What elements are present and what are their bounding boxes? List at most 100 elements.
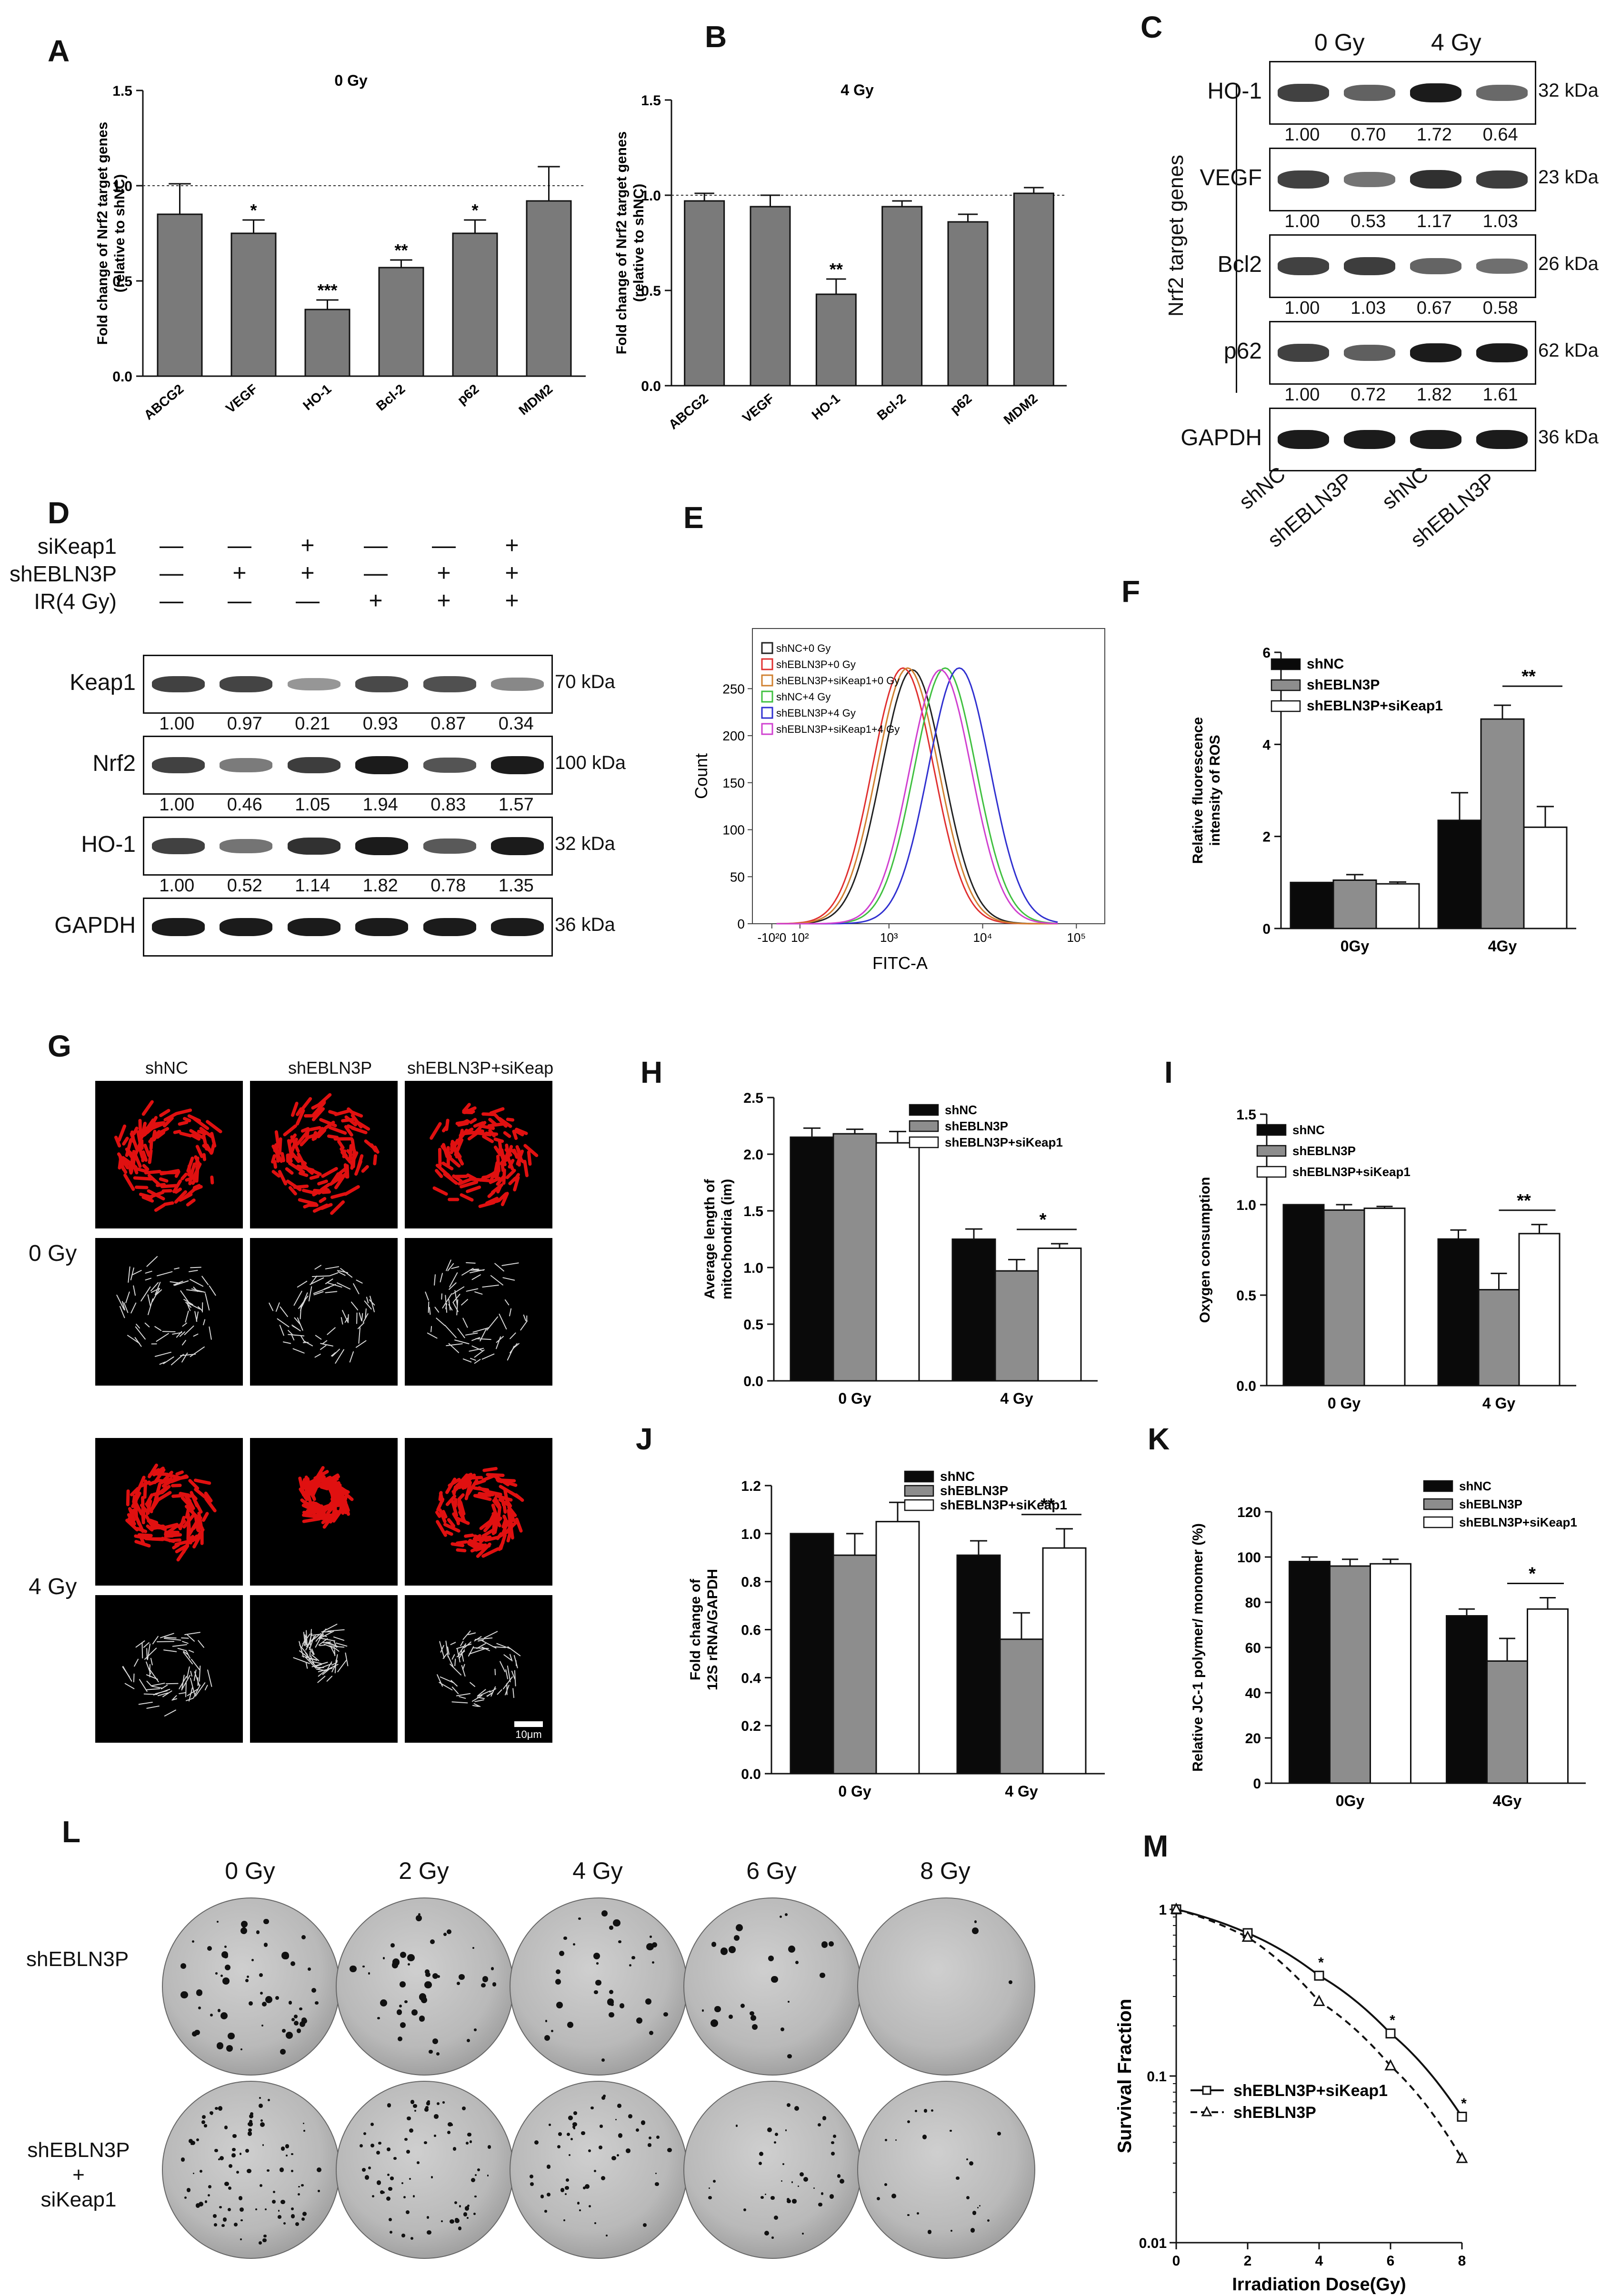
y-tick-label: 0 <box>1253 1776 1261 1792</box>
legend-label: shEBLN3P+siKeap1 <box>1292 1165 1411 1179</box>
micro-image-r2-c0 <box>95 1438 243 1586</box>
colony <box>821 2192 824 2195</box>
colony <box>378 2141 381 2145</box>
legend-label: shEBLN3P+siKeap1 <box>940 1497 1067 1512</box>
mitochondria-stain <box>155 1478 164 1483</box>
micro-svg <box>293 1624 349 1683</box>
blot-d-quant-value: 0.46 <box>227 795 262 815</box>
colony <box>279 2167 284 2172</box>
significance-mark: ** <box>1521 667 1536 687</box>
mitochondria-stain <box>174 1539 191 1547</box>
blot-d-condition-sign: — <box>432 532 456 559</box>
colony <box>593 1952 600 1960</box>
mitochondria-stain <box>189 1535 195 1545</box>
y-tick-label: 250 <box>722 681 745 696</box>
colony <box>424 2107 429 2112</box>
colony <box>387 2173 390 2176</box>
mitochondria-stain <box>321 1167 338 1178</box>
mitochondria-skeleton <box>473 1647 489 1649</box>
mitochondria-stain <box>332 1502 338 1514</box>
mitochondria-stain <box>318 1513 333 1517</box>
x-tick-label: 4 <box>1315 2253 1323 2269</box>
bar-shEBLN3P-0Gy <box>1329 1565 1371 1784</box>
y-tick-label: 50 <box>730 869 745 884</box>
mitochondria-stain <box>312 1188 328 1193</box>
colony <box>987 2219 990 2222</box>
y-tick-label: 0 <box>737 917 745 931</box>
mitochondria-skeleton <box>183 1651 188 1655</box>
legend-label: shEBLN3P+0 Gy <box>776 659 856 670</box>
panel-letter-m: M <box>1143 1829 1169 1863</box>
blot-d-band <box>423 676 476 692</box>
micro-svg <box>425 1259 528 1364</box>
colony <box>650 1936 652 1938</box>
bar-shNC-0 Gy <box>1282 1204 1325 1387</box>
colony <box>966 2158 968 2161</box>
mitochondria-skeleton <box>366 1297 369 1304</box>
mitochondria-stain <box>505 1168 516 1179</box>
panel-l-row-label-1-line-1: + <box>72 2163 85 2186</box>
mitochondria-skeleton <box>319 1631 334 1639</box>
mitochondria-stain <box>190 1493 198 1501</box>
mitochondria-skeleton <box>196 1311 199 1322</box>
colony <box>820 1972 825 1978</box>
x-tick-label: ABCG2 <box>141 381 186 423</box>
colony <box>751 2024 758 2030</box>
chart-title: 4 Gy <box>841 81 874 99</box>
mitochondria-skeleton <box>327 1327 336 1335</box>
colony <box>302 2211 307 2216</box>
mitochondria-skeleton <box>326 1641 339 1647</box>
mitochondria-skeleton <box>123 1302 129 1313</box>
blot-c-kda-label: 36 kDa <box>1538 427 1599 448</box>
mitochondria-stain <box>517 1148 522 1160</box>
blot-c-kda-label: 26 kDa <box>1538 253 1599 274</box>
colony <box>788 1945 796 1953</box>
mitochondria-stain <box>373 1145 380 1154</box>
blot-c-quant-value: 1.17 <box>1416 211 1452 231</box>
blot-d-band <box>287 838 340 855</box>
bar-shEBLN3P+siKeap1-4Gy <box>1527 1608 1569 1784</box>
mitochondria-skeleton <box>452 1286 465 1295</box>
mitochondria-stain <box>334 1173 343 1180</box>
mitochondria-stain <box>194 1155 201 1167</box>
mitochondria-skeleton <box>477 1697 485 1699</box>
blot-d-quant-value: 0.21 <box>295 714 330 734</box>
mitochondria-skeleton <box>449 1272 458 1288</box>
x-tick-label: -10²0 <box>757 930 786 945</box>
blot-d-quant-value: 0.83 <box>430 795 466 815</box>
colony <box>907 2214 910 2216</box>
mitochondria-skeleton <box>474 1359 481 1364</box>
blot-d-condition-sign: + <box>505 532 519 559</box>
colony <box>558 2132 562 2136</box>
colony <box>567 2133 570 2136</box>
colony <box>581 2131 585 2136</box>
colony <box>570 2138 573 2141</box>
colony <box>951 2230 953 2232</box>
blot-d-band <box>355 756 409 774</box>
mitochondria-stain <box>513 1173 520 1182</box>
mitochondria-stain <box>313 1127 324 1140</box>
mitochondria-skeleton <box>501 1262 519 1266</box>
x-tick-label: 0 Gy <box>838 1783 871 1800</box>
mitochondria-stain <box>290 1101 299 1117</box>
colony <box>429 2049 433 2054</box>
blot-c-kda-label: 32 kDa <box>1538 80 1599 101</box>
panel-l-colonies: 0 Gy 2 Gy 4 Gy 6 Gy 8 Gy shEBLN3P shEBLN3P +… <box>19 1857 1035 2276</box>
panel-letter-j: J <box>636 1422 653 1456</box>
colony <box>785 2129 787 2131</box>
blot-d-condition-label: IR(4 Gy) <box>34 589 117 614</box>
y-axis-label-line: Relative JC-1 polymer/ monomer (%) <box>1190 1523 1206 1772</box>
mitochondria-skeleton <box>201 1276 209 1286</box>
mitochondria-stain <box>464 1481 472 1500</box>
mitochondria-skeleton <box>143 1642 150 1648</box>
mitochondria-stain <box>273 1159 277 1169</box>
mitochondria-skeleton <box>163 1637 181 1641</box>
colony <box>249 2119 252 2123</box>
mitochondria-stain <box>345 1164 350 1179</box>
bar-VEGF <box>750 206 791 387</box>
colony <box>654 2182 659 2186</box>
colony <box>218 2106 223 2111</box>
mitochondria-stain <box>469 1118 477 1124</box>
mitochondria-skeleton <box>337 1282 351 1290</box>
mitochondria-stain <box>311 1107 325 1121</box>
